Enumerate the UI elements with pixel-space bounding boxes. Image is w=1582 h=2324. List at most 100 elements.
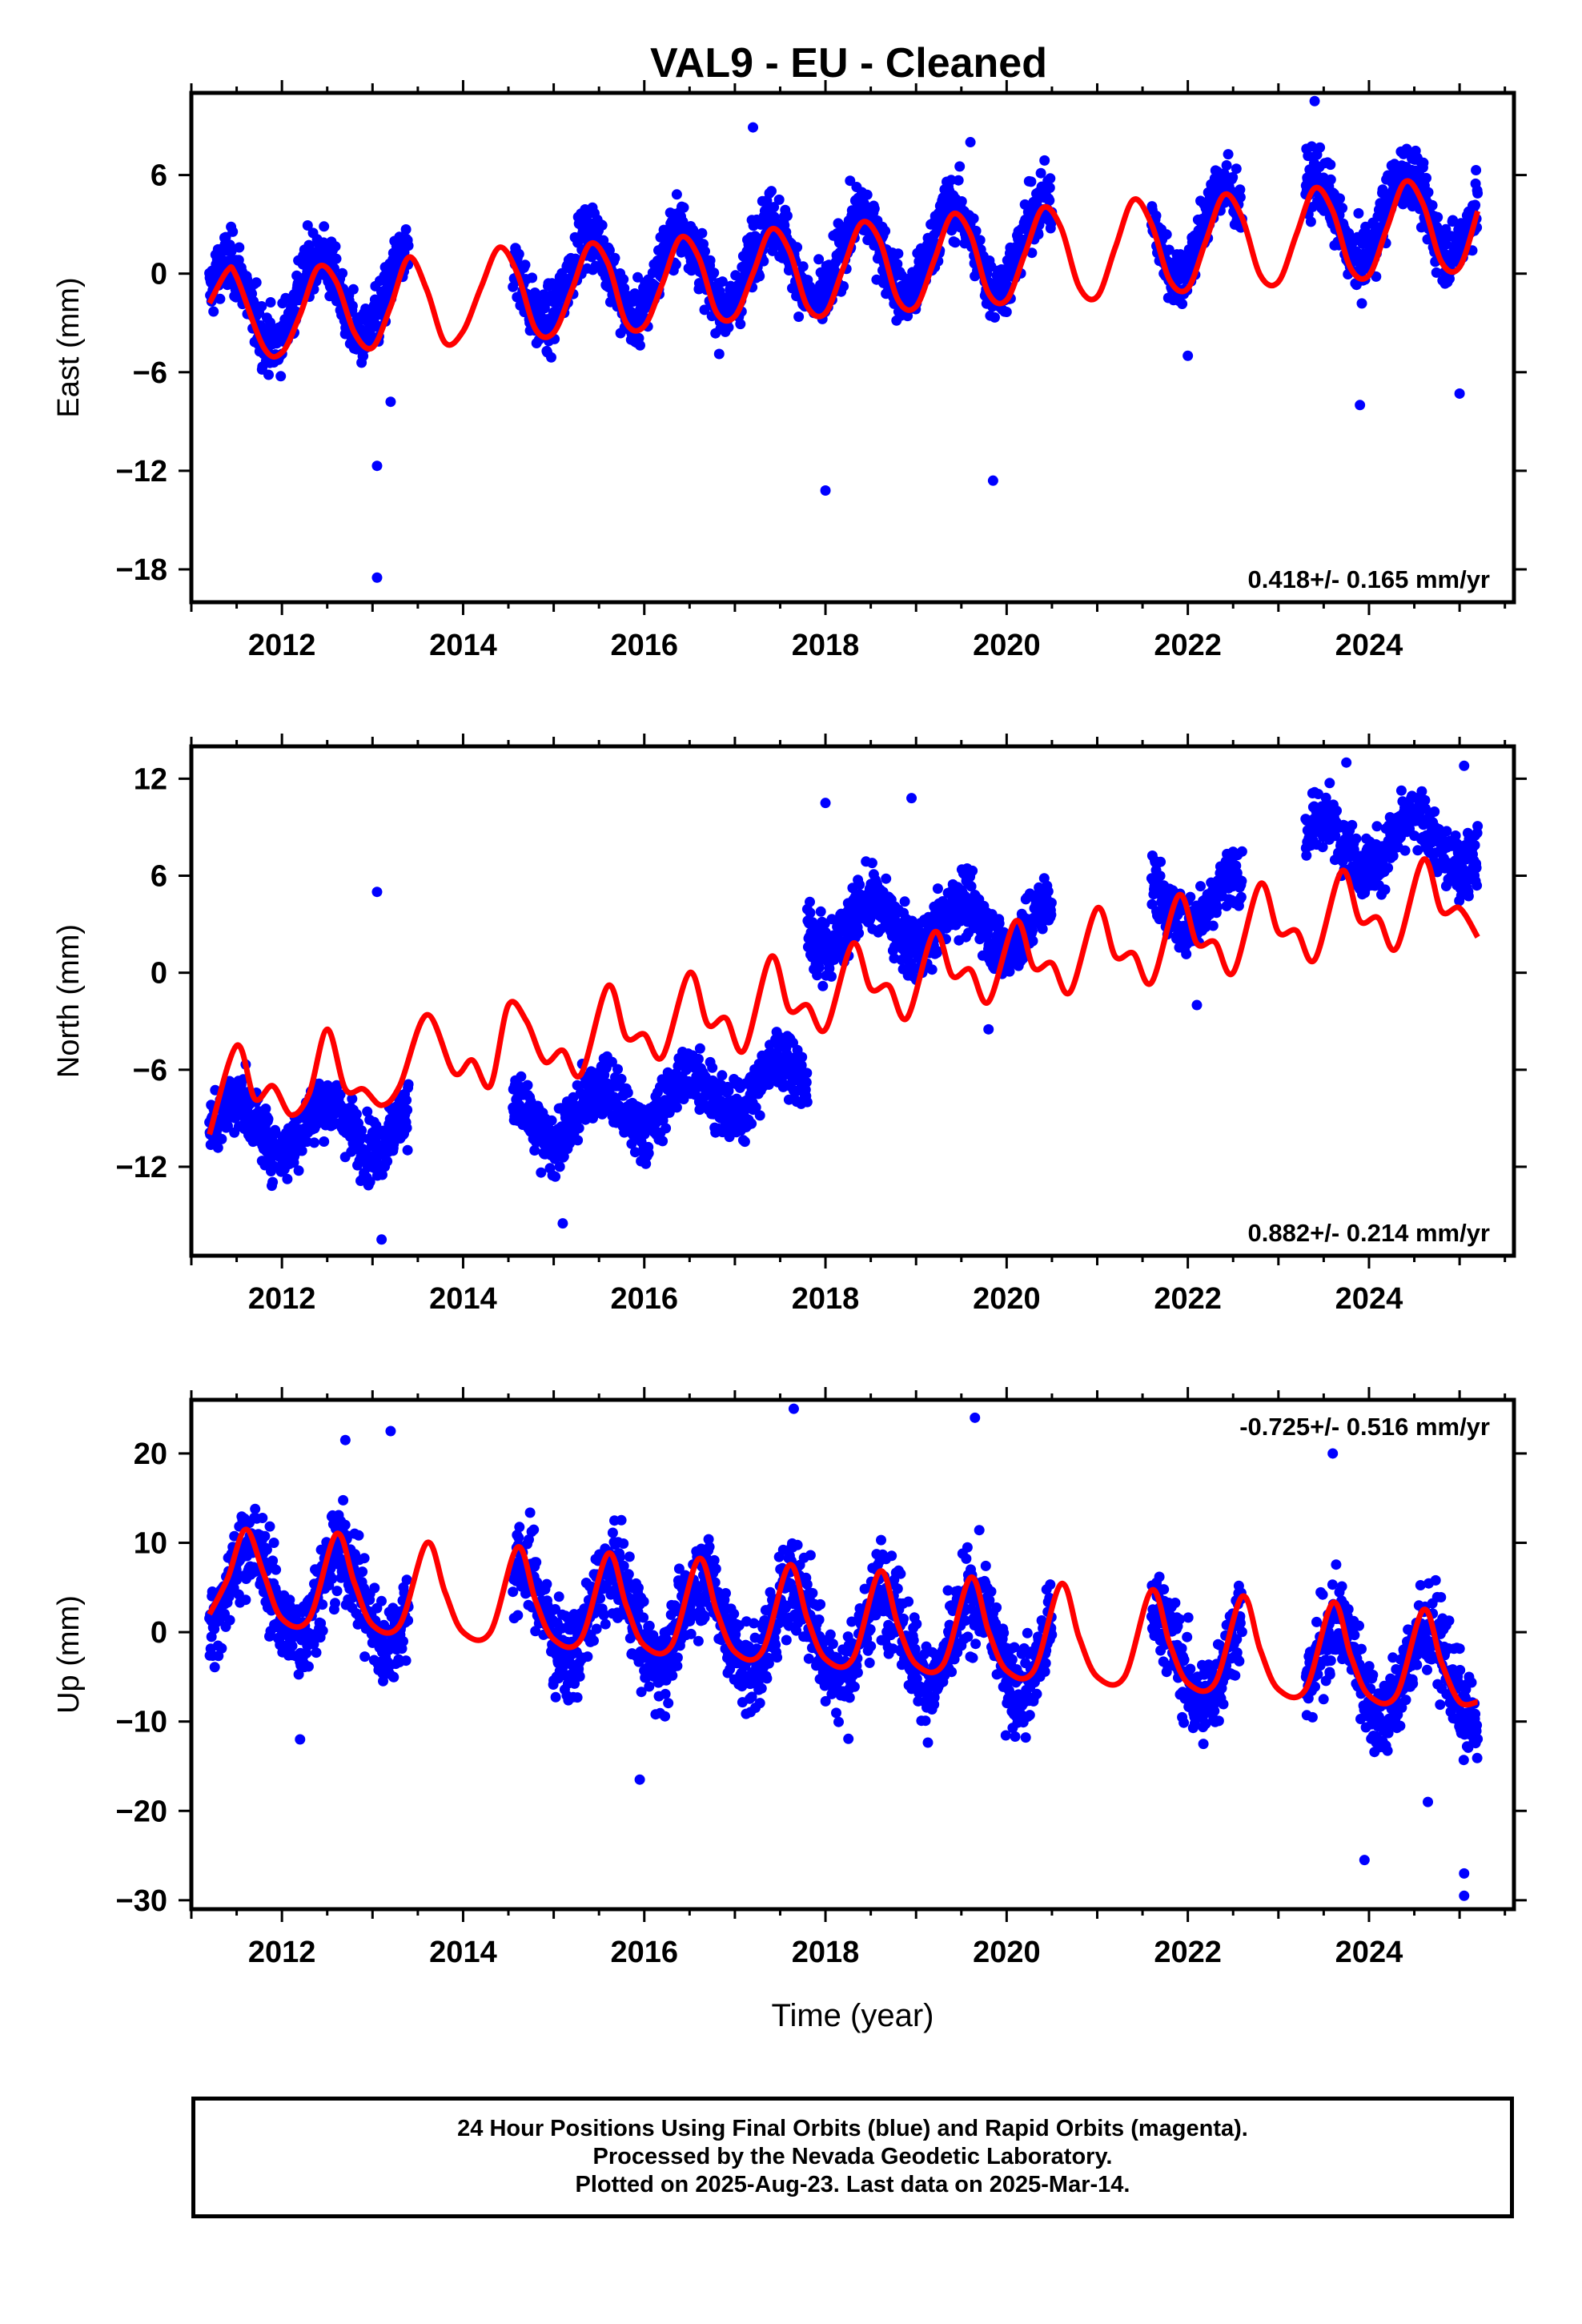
data-point xyxy=(932,946,943,957)
data-point xyxy=(208,306,219,317)
data-point xyxy=(1177,299,1188,309)
data-point xyxy=(351,1108,362,1120)
data-point xyxy=(401,1123,412,1133)
data-point xyxy=(661,1123,672,1134)
data-point xyxy=(619,283,630,294)
data-point xyxy=(1421,172,1431,183)
data-point xyxy=(216,1133,227,1144)
data-point xyxy=(1320,792,1331,803)
data-point xyxy=(1154,870,1166,882)
data-point xyxy=(302,220,313,231)
data-point xyxy=(990,312,1000,323)
data-point xyxy=(251,277,262,288)
data-point xyxy=(1325,174,1336,185)
data-point xyxy=(1313,789,1323,799)
data-point xyxy=(362,1106,373,1117)
outlier-point xyxy=(987,475,998,486)
data-point xyxy=(1033,229,1044,240)
chart-title: VAL9 - EU - Cleaned xyxy=(650,40,1047,86)
data-point xyxy=(635,340,645,351)
x-tick-label: 2018 xyxy=(792,629,860,662)
data-point xyxy=(1155,856,1166,867)
data-point xyxy=(966,881,977,892)
data-point xyxy=(723,322,734,333)
data-point xyxy=(1399,845,1411,856)
data-point xyxy=(1444,273,1455,284)
x-tick-label: 2012 xyxy=(248,629,316,662)
data-point xyxy=(330,241,341,252)
data-point xyxy=(256,301,267,312)
data-point xyxy=(1235,184,1246,195)
data-point xyxy=(801,1077,812,1088)
data-point xyxy=(293,1165,304,1176)
data-point xyxy=(869,203,880,215)
data-point xyxy=(926,964,938,975)
panel-frame xyxy=(189,90,1516,605)
data-point xyxy=(796,1059,807,1071)
series-points xyxy=(204,757,1484,1245)
data-point xyxy=(707,1062,718,1073)
data-point xyxy=(769,202,780,213)
data-point xyxy=(678,202,689,213)
data-point xyxy=(1423,187,1434,198)
data-point xyxy=(797,1051,808,1063)
x-tick-label: 2022 xyxy=(1154,629,1222,662)
data-point xyxy=(337,267,348,279)
data-point xyxy=(833,218,844,229)
data-point xyxy=(781,211,793,221)
data-point xyxy=(622,1088,633,1098)
data-point xyxy=(1185,891,1196,903)
data-point xyxy=(657,1136,669,1147)
data-point xyxy=(801,1096,813,1108)
data-point xyxy=(717,276,728,287)
data-point xyxy=(797,261,809,272)
data-point xyxy=(1315,142,1326,153)
data-point xyxy=(632,271,643,283)
data-point xyxy=(754,271,765,282)
data-point xyxy=(1470,199,1481,211)
data-point xyxy=(1227,171,1239,183)
data-point xyxy=(1412,845,1423,856)
data-point xyxy=(700,246,710,257)
data-point xyxy=(1347,819,1358,830)
data-point xyxy=(671,1102,682,1113)
data-point xyxy=(1383,862,1394,874)
data-point xyxy=(282,1173,293,1184)
data-point xyxy=(854,879,865,891)
data-point xyxy=(1440,239,1452,250)
outlier-point xyxy=(371,572,383,583)
data-point xyxy=(1037,923,1048,935)
data-point xyxy=(953,175,964,186)
data-point xyxy=(1324,778,1335,789)
data-point xyxy=(1235,191,1246,203)
data-point xyxy=(546,352,556,363)
data-point xyxy=(1379,884,1391,895)
data-point xyxy=(1211,902,1223,912)
data-point xyxy=(1306,141,1317,152)
data-point xyxy=(520,259,531,271)
data-point xyxy=(1418,157,1429,168)
data-point xyxy=(558,1151,569,1162)
y-axis-label: East (mm) xyxy=(52,277,86,417)
data-point xyxy=(616,1073,627,1084)
data-point xyxy=(347,300,358,312)
data-point xyxy=(1039,155,1050,166)
data-point xyxy=(400,224,412,235)
data-point xyxy=(792,242,803,253)
data-point xyxy=(527,272,538,283)
data-point xyxy=(403,240,414,251)
data-point xyxy=(643,1148,654,1159)
data-point xyxy=(319,221,330,232)
data-point xyxy=(618,274,629,285)
data-point xyxy=(730,270,741,281)
data-point xyxy=(717,1070,728,1081)
data-point xyxy=(263,369,274,380)
data-point xyxy=(845,175,856,187)
data-point xyxy=(1042,886,1054,897)
data-point xyxy=(853,927,865,939)
data-point xyxy=(1331,805,1342,816)
outlier-point xyxy=(748,122,759,133)
data-point xyxy=(640,1158,652,1169)
data-point xyxy=(881,873,892,884)
